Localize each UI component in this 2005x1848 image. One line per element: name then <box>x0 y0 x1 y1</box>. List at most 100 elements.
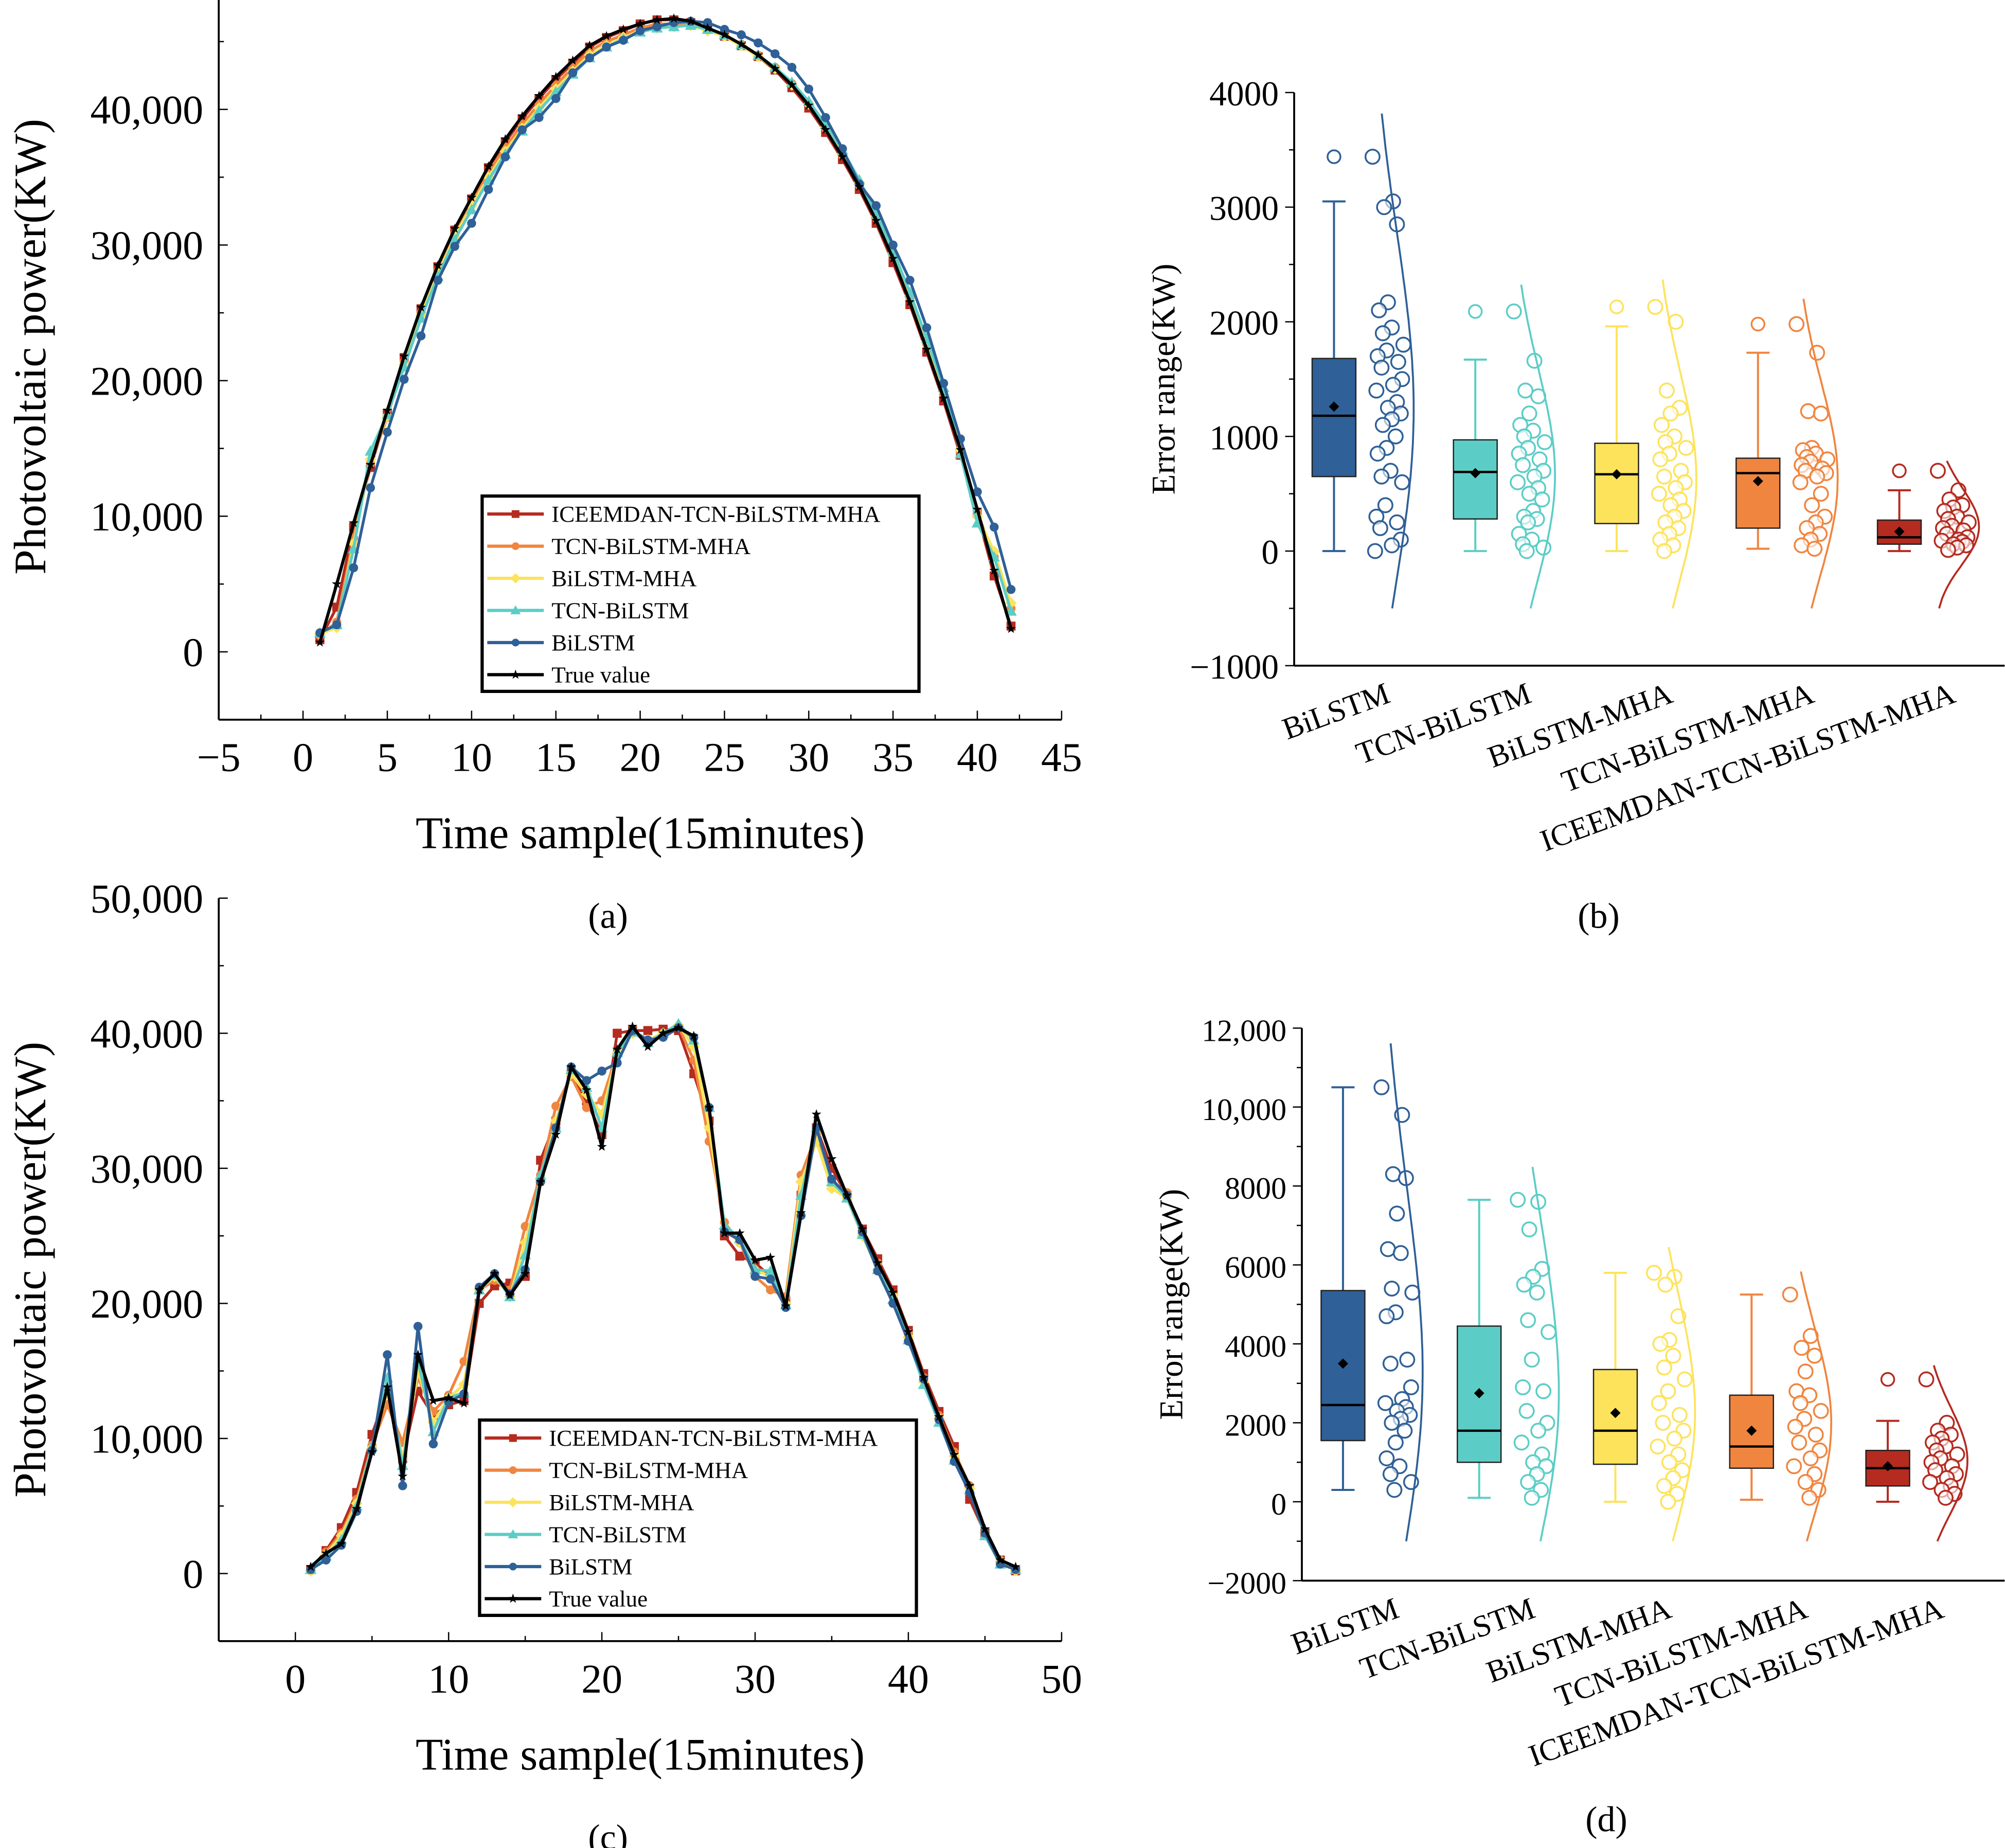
marker-star <box>939 393 949 403</box>
data-point <box>1382 1466 1399 1482</box>
outlier-point <box>1892 463 1907 478</box>
x-tick-label: −5 <box>197 735 241 780</box>
data-point <box>1520 1312 1536 1328</box>
marker-star <box>517 111 527 120</box>
marker-circle <box>750 1272 760 1281</box>
box-group-tcn-bilstm-mha <box>1735 298 1839 609</box>
marker-triangle <box>508 1529 518 1539</box>
data-point <box>1676 1371 1693 1388</box>
marker-circle <box>416 331 426 341</box>
mean-marker <box>1883 1461 1893 1471</box>
legend-item: True value <box>485 1586 648 1611</box>
marker-star <box>413 1349 423 1359</box>
data-point <box>1802 1450 1819 1467</box>
legend-label: BiLSTM-MHA <box>551 565 697 591</box>
marker-star <box>770 63 780 73</box>
marker-star <box>306 1561 316 1571</box>
data-point <box>1666 1430 1682 1447</box>
data-point <box>1800 403 1816 419</box>
x-tick-label: 0 <box>293 735 313 780</box>
marker-triangle <box>466 204 478 215</box>
marker-circle <box>754 38 763 48</box>
data-point <box>1791 1434 1807 1451</box>
data-point <box>1390 353 1406 370</box>
data-point <box>1929 463 1946 479</box>
data-point <box>1379 1450 1395 1467</box>
y-axis-label: Error range(KW) <box>1153 1189 1190 1420</box>
y-tick-label: 12,000 <box>1202 1014 1286 1047</box>
marker-star <box>551 72 561 81</box>
line-chart-a: 0 10,000 20,000 30,000 40,000 50,000 −5 0 5 10 15 2… <box>5 0 1082 936</box>
legend-item: TCN-BiLSTM-MHA <box>485 1458 748 1483</box>
y-tick-label: 30,000 <box>91 1146 204 1192</box>
marker-circle <box>619 35 628 45</box>
mean-marker <box>1752 476 1763 487</box>
x-tick-label: 50 <box>1041 1657 1082 1702</box>
marker-circle <box>450 242 459 251</box>
data-point <box>1794 1340 1810 1356</box>
marker-star <box>719 1228 729 1237</box>
legend-item: TCN-BiLSTM-MHA <box>487 534 751 559</box>
marker-circle <box>597 1067 606 1076</box>
marker-circle <box>582 1076 592 1085</box>
x-tick-label: 30 <box>735 1657 776 1702</box>
marker-star <box>467 192 477 202</box>
marker-star <box>618 24 629 34</box>
data-point <box>1513 1434 1530 1451</box>
marker-diamond <box>510 573 521 584</box>
marker-star <box>995 1555 1006 1565</box>
y-tick-label: 2000 <box>1225 1409 1286 1443</box>
data-point <box>1392 1245 1409 1261</box>
marker-star <box>500 134 510 144</box>
marker-star <box>332 579 342 589</box>
series-true value <box>315 13 1016 647</box>
mean-marker <box>1610 1408 1621 1418</box>
y-axis-label: Photovoltaic power(KW) <box>5 1042 55 1498</box>
data-point <box>1529 1284 1545 1301</box>
marker-circle <box>332 620 342 630</box>
legend-label: True value <box>549 1586 648 1611</box>
marker-star <box>416 302 426 312</box>
marker-star <box>567 55 578 65</box>
box <box>1735 457 1781 529</box>
legend-item: BiLSTM <box>487 630 635 655</box>
data-point <box>1660 1494 1676 1510</box>
y-tick-label: 10,000 <box>91 1416 204 1462</box>
legend-item: ICEEMDAN-TCN-BiLSTM-MHA <box>487 501 881 527</box>
y-tick-label: 3000 <box>1209 189 1279 228</box>
data-point <box>1371 302 1387 318</box>
legend-item: TCN-BiLSTM <box>487 597 689 623</box>
data-point <box>1399 1352 1416 1368</box>
marker-star <box>811 1109 821 1118</box>
marker-star <box>765 1252 776 1262</box>
marker-triangle <box>1005 605 1017 616</box>
box-group-bilstm <box>1311 113 1415 609</box>
box-group-iceemdan-tcn-bilstm-mha <box>1876 460 1980 609</box>
marker-star <box>534 91 544 100</box>
box-group-bilstm-mha <box>1592 1247 1696 1542</box>
data-point <box>1518 1403 1535 1419</box>
legend-item: TCN-BiLSTM <box>485 1521 686 1547</box>
marker-circle <box>720 25 729 34</box>
x-tick-label: 40 <box>957 735 998 780</box>
density-curve <box>1938 460 1980 609</box>
y-tick-label: 0 <box>1271 1487 1286 1521</box>
mean-marker <box>1612 469 1622 479</box>
data-point <box>1655 1415 1671 1431</box>
data-point <box>1782 1286 1798 1303</box>
marker-star <box>673 1022 684 1032</box>
marker-star <box>601 31 612 41</box>
data-point <box>1807 1427 1824 1443</box>
data-point <box>1665 1347 1681 1364</box>
data-point <box>1521 405 1537 422</box>
marker-star <box>508 1593 518 1603</box>
marker-star <box>820 125 831 134</box>
marker-circle <box>366 483 375 492</box>
box <box>1453 439 1498 520</box>
data-point <box>1656 1478 1672 1494</box>
marker-circle <box>821 113 830 122</box>
data-point <box>1384 1415 1400 1431</box>
marker-circle <box>585 53 595 63</box>
marker-circle <box>484 185 493 194</box>
marker-circle <box>551 1101 561 1111</box>
